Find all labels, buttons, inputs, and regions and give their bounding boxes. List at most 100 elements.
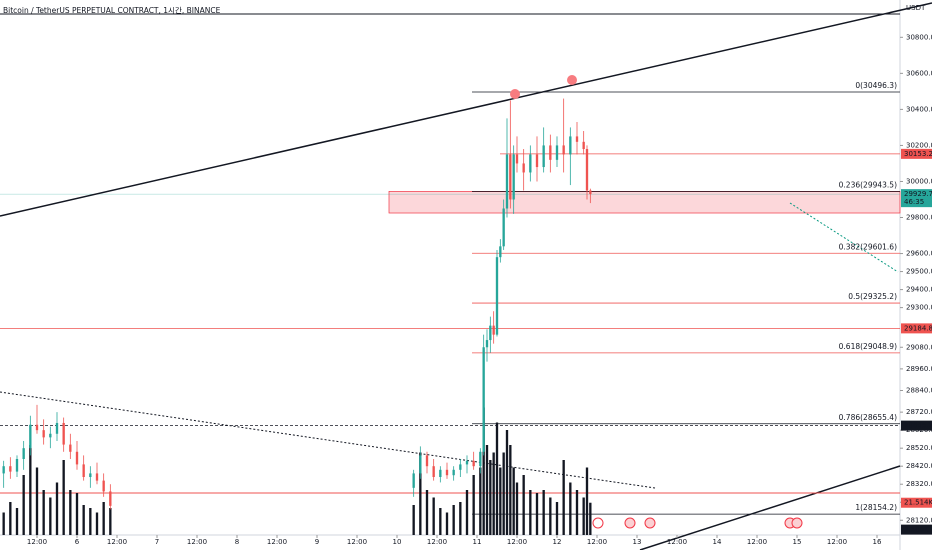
volume-bar — [575, 490, 579, 535]
y-tick-label: 28120.0 — [906, 516, 932, 524]
volume-bar — [419, 452, 422, 535]
volume-bar — [535, 493, 539, 535]
fib-label: 0.236(29943.5) — [839, 181, 897, 190]
x-tick-label: 12:00 — [507, 538, 527, 546]
volume-bar — [482, 407, 485, 535]
volume-bar — [585, 467, 589, 535]
y-tick-label: 29400.0 — [906, 286, 932, 294]
volume-bar — [75, 493, 79, 535]
y-tick-label: 28960.0 — [906, 365, 932, 373]
y-tick-label: 29080.0 — [906, 343, 932, 351]
volume-bar — [439, 508, 442, 535]
event-icon[interactable] — [644, 517, 656, 529]
y-tick-label: 29800.0 — [906, 214, 932, 222]
candle-body — [575, 136, 579, 142]
volume-tag-label: 3.586K — [904, 526, 929, 534]
y-tick-label: 28420.0 — [906, 462, 932, 470]
x-tick-label: 13 — [633, 538, 642, 546]
trend-line — [0, 2, 932, 217]
candle-body — [472, 460, 475, 467]
x-tick-label: 12:00 — [187, 538, 207, 546]
candle-body — [529, 154, 532, 173]
volume-bar — [509, 445, 512, 535]
volume-bar — [492, 452, 495, 535]
volume-bar — [485, 445, 489, 535]
candle-body — [509, 154, 512, 200]
volume-bar — [445, 512, 449, 535]
volume-bar — [62, 460, 65, 535]
candle-body — [585, 149, 589, 191]
x-tick-label: 15 — [793, 538, 802, 546]
candle-body — [75, 451, 79, 465]
candle-body — [425, 455, 429, 467]
price-tag — [901, 323, 932, 334]
volume-bar — [425, 490, 429, 535]
candle-body — [2, 466, 5, 474]
volume-bar — [582, 497, 585, 535]
volume-bar — [472, 475, 475, 535]
y-tick-label: 30400.0 — [906, 105, 932, 113]
volume-bar — [589, 502, 592, 535]
y-tick-label: 29500.0 — [906, 268, 932, 276]
x-tick-label: 16 — [873, 538, 882, 546]
volume-tag-label: 21.514K — [904, 499, 932, 507]
volume-bar — [452, 505, 455, 535]
candle-body — [412, 473, 415, 488]
candle-body — [432, 466, 435, 478]
volume-bar — [569, 482, 572, 535]
candle-body — [589, 190, 592, 195]
currency-label: USDT — [906, 4, 926, 12]
fib-label: 0(30496.3) — [855, 81, 897, 90]
event-icon[interactable] — [624, 517, 636, 529]
x-tick-label: 7 — [155, 538, 159, 546]
y-tick-label: 29300.0 — [906, 304, 932, 312]
fib-label: 1(28154.2) — [855, 503, 897, 512]
y-tick-label: 30200.0 — [906, 141, 932, 149]
x-tick-label: 12:00 — [107, 538, 127, 546]
candle-body — [495, 257, 499, 335]
volume-bar — [502, 452, 505, 535]
volume-bar — [465, 490, 469, 535]
fib-label: 0.618(29048.9) — [839, 342, 897, 351]
projection-line — [789, 202, 899, 273]
candle-body — [505, 154, 509, 209]
volume-bar — [22, 475, 25, 535]
volume-bar — [495, 422, 499, 535]
x-tick-label: 11 — [473, 538, 482, 546]
volume-bar — [512, 467, 515, 535]
x-tick-label: 12:00 — [667, 538, 687, 546]
countdown: 46:35 — [904, 198, 924, 206]
event-icon[interactable] — [791, 517, 803, 529]
y-tick-label: 28320.0 — [906, 480, 932, 488]
y-tick-label: 29600.0 — [906, 250, 932, 258]
volume-bar — [432, 497, 435, 535]
candle-body — [522, 163, 525, 173]
candle-body — [69, 444, 72, 452]
candle-body — [555, 145, 559, 160]
volume-bar — [562, 460, 565, 535]
x-tick-label: 12:00 — [587, 538, 607, 546]
candle-body — [89, 473, 92, 478]
volume-bar — [549, 497, 552, 535]
candle-body — [562, 145, 565, 155]
volume-bar — [9, 502, 12, 535]
volume-bar — [35, 467, 39, 535]
event-icon[interactable] — [592, 517, 604, 529]
volume-bar — [29, 445, 32, 535]
candle-body — [582, 141, 585, 150]
price-tag-label: 29929.7 — [904, 190, 932, 198]
volume-bar — [82, 505, 85, 535]
volume-bar — [69, 490, 72, 535]
x-tick-label: 12:00 — [267, 538, 287, 546]
x-tick-label: 9 — [315, 538, 319, 546]
fib-label: 0.5(29325.2) — [848, 292, 897, 301]
candle-body — [515, 154, 519, 164]
volume-bar — [515, 482, 519, 535]
chart-title: Bitcoin / TetherUS PERPETUAL CONTRACT, 1… — [3, 5, 221, 15]
volume-bar — [529, 490, 532, 535]
volume-bar — [522, 475, 525, 535]
x-tick-label: 12 — [553, 538, 562, 546]
trend-line — [639, 465, 901, 550]
candle-body — [439, 469, 442, 478]
y-tick-label: 30600.0 — [906, 69, 932, 77]
